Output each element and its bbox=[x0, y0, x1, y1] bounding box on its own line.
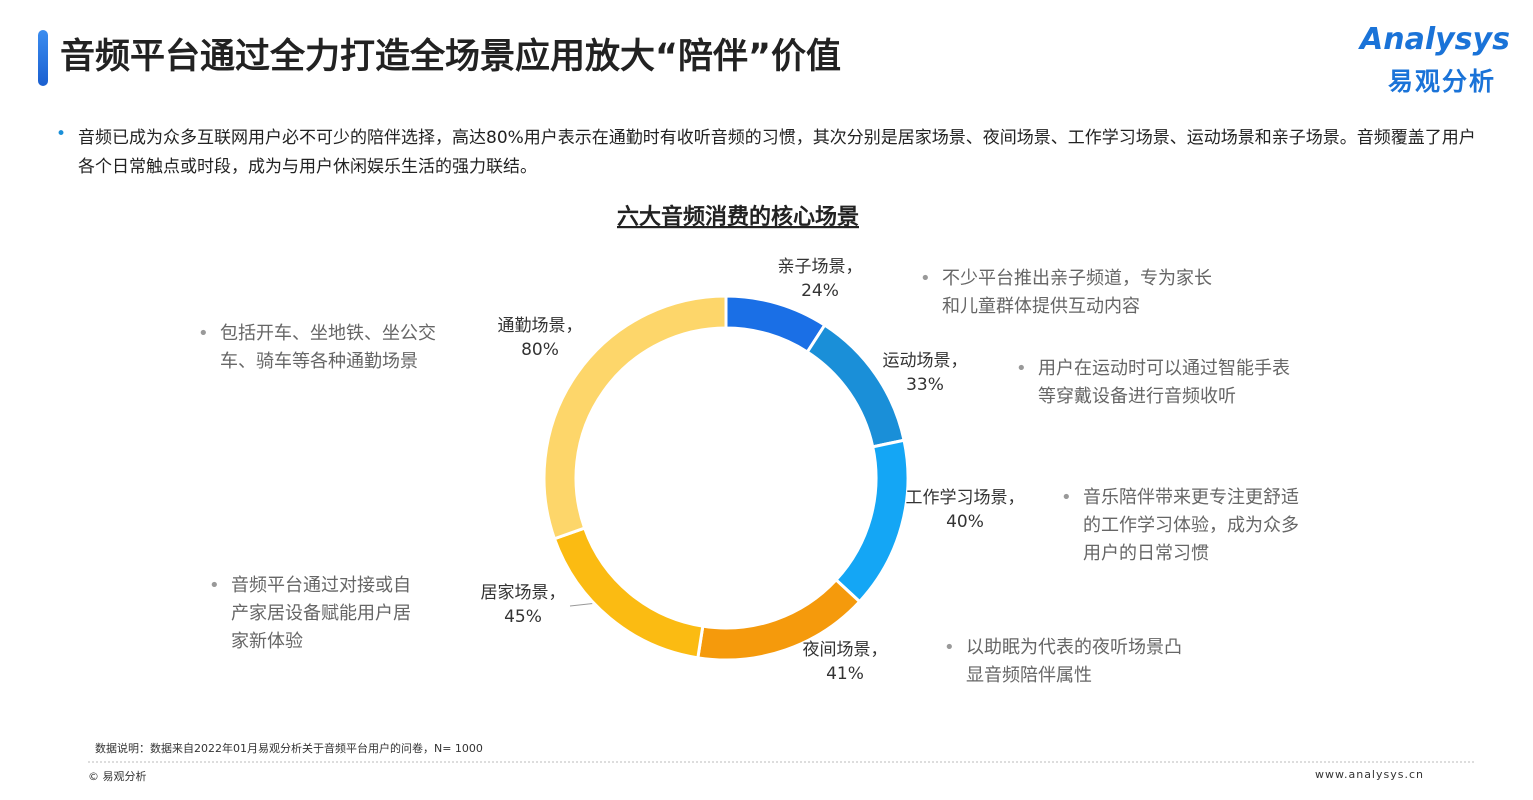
intro: 音频已成为众多互联网用户必不可少的陪伴选择，高达80%用户表示在通勤时有收听音频… bbox=[78, 128, 1476, 177]
slice bbox=[833, 438, 910, 604]
annotation: 用户在运动时可以通过智能手表等穿戴设备进行音频收听 bbox=[1016, 355, 1298, 411]
value-label: 33% bbox=[906, 375, 944, 395]
slice-label: 亲子场景， bbox=[778, 257, 863, 277]
slice bbox=[805, 323, 906, 449]
logo-cn: 易观分析 bbox=[1388, 67, 1497, 96]
chart-title: 六大音频消费的核心场景 bbox=[617, 204, 859, 230]
footnote: 数据说明：数据来自2022年01月易观分析关于音频平台用户的问卷，N= 1000 bbox=[95, 742, 483, 755]
annotation: 包括开车、坐地铁、坐公交车、骑车等各种通勤场景 bbox=[198, 320, 470, 376]
slice bbox=[552, 526, 705, 660]
value-label: 45% bbox=[504, 607, 542, 627]
annotation: 以助眠为代表的夜听场景凸显音频陪伴属性 bbox=[944, 634, 1186, 690]
value-label: 80% bbox=[521, 340, 559, 360]
url: www.analysys.cn bbox=[1315, 768, 1424, 781]
slice-label: 居家场景， bbox=[481, 583, 566, 603]
annotation: 音乐陪伴带来更专注更舒适的工作学习体验，成为众多用户的日常习惯 bbox=[1061, 484, 1313, 568]
value-label: 40% bbox=[946, 512, 984, 532]
logo: Analysys bbox=[1360, 22, 1510, 57]
bullet: • bbox=[56, 124, 67, 144]
title-bar bbox=[38, 30, 48, 86]
slice-label: 通勤场景， bbox=[498, 316, 583, 336]
slice-label: 运动场景， bbox=[883, 351, 968, 371]
copyright: © 易观分析 bbox=[88, 770, 147, 783]
value-label: 24% bbox=[801, 281, 839, 301]
slice-label: 夜间场景， bbox=[803, 640, 888, 660]
annotation: 不少平台推出亲子频道，专为家长和儿童群体提供互动内容 bbox=[920, 265, 1212, 321]
slice bbox=[724, 294, 827, 355]
title: 音频平台通过全力打造全场景应用放大“陪伴”价值 bbox=[60, 37, 842, 77]
slice bbox=[542, 294, 728, 541]
slice-label: 工作学习场景， bbox=[906, 488, 1025, 508]
annotation: 音频平台通过对接或自产家居设备赋能用户居家新体验 bbox=[209, 572, 421, 656]
value-label: 41% bbox=[826, 664, 864, 684]
